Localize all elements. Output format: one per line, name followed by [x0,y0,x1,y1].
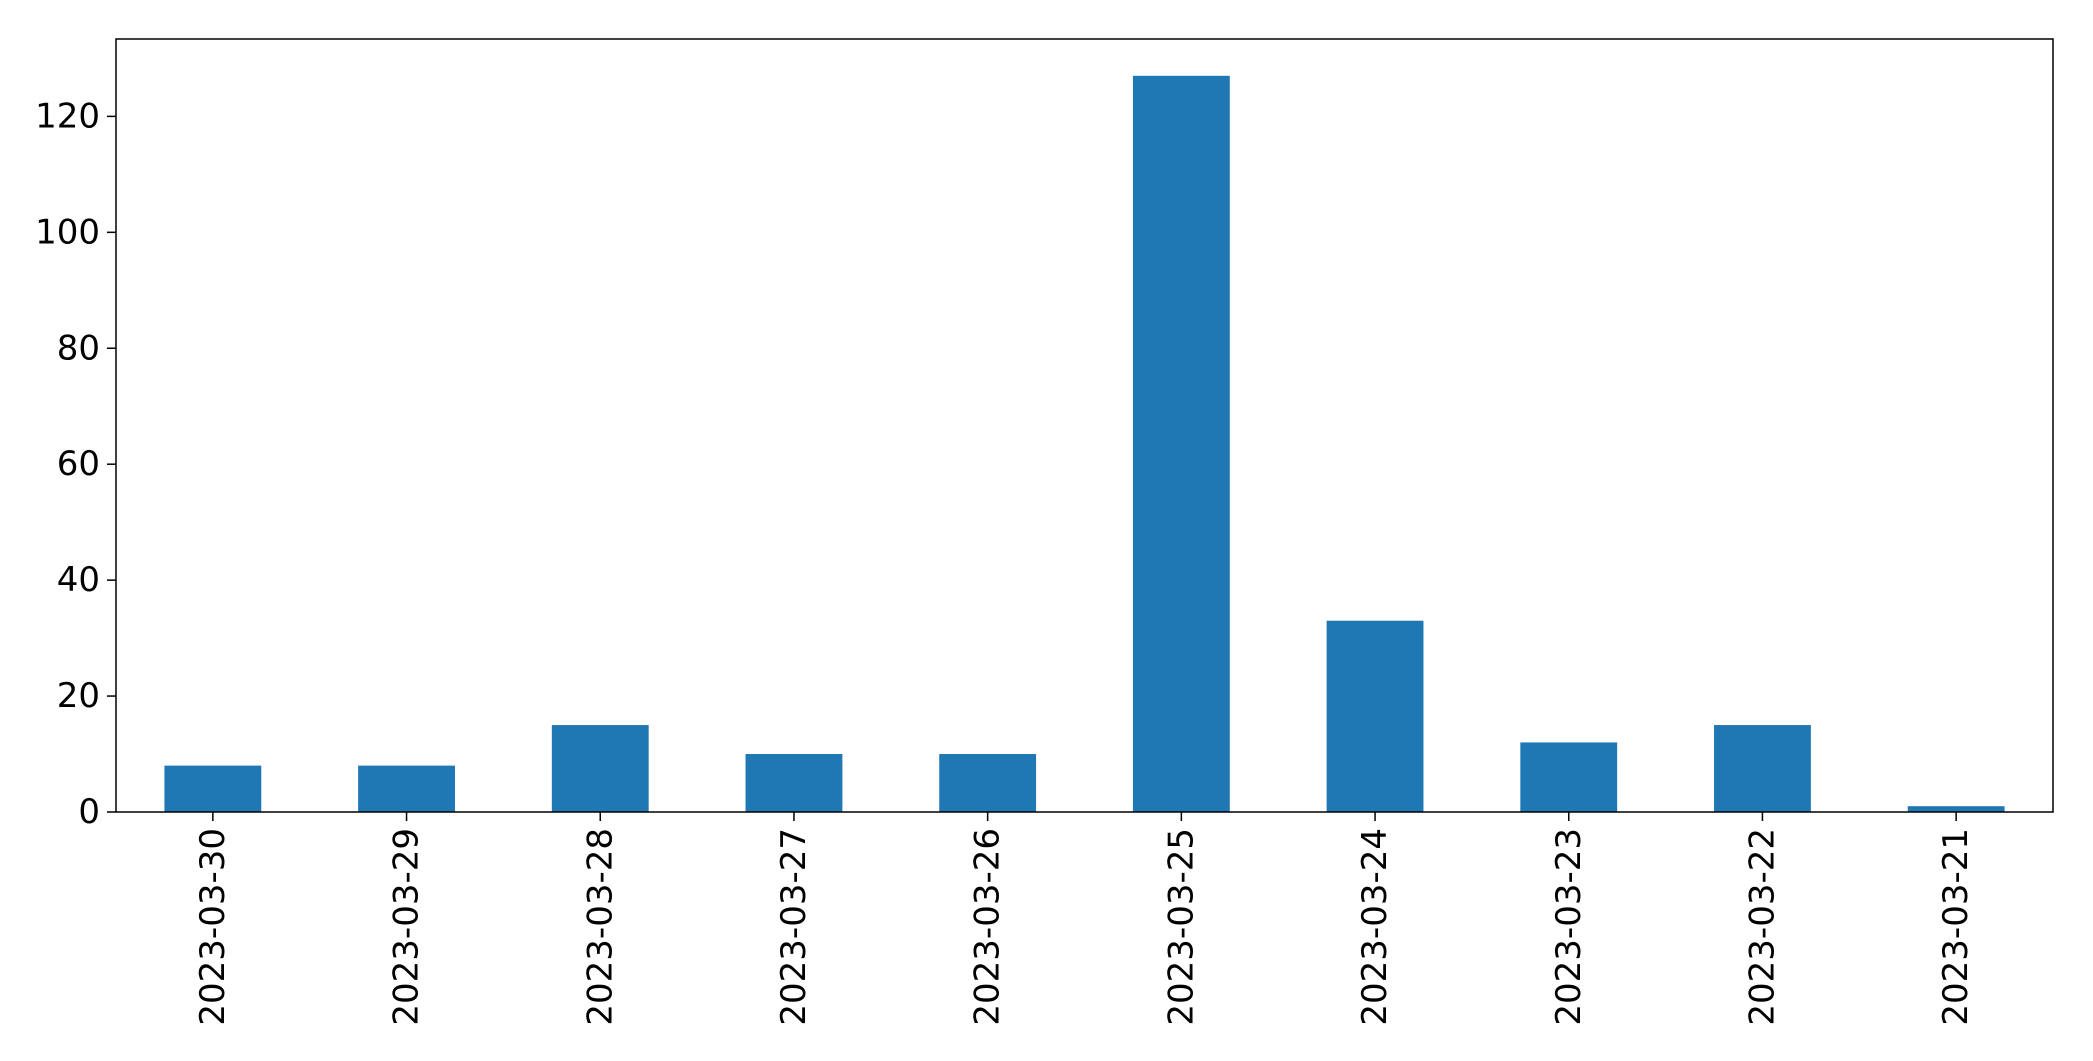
y-tick-label: 20 [57,676,100,716]
x-tick-label: 2023-03-26 [968,828,1008,1026]
bars-group [164,75,2005,813]
bar-2023-03-30 [164,765,262,812]
y-tick-label: 0 [78,792,100,832]
bar-2023-03-26 [939,754,1037,812]
bar-2023-03-21 [1907,806,2005,812]
x-tick-label: 2023-03-22 [1742,828,1782,1026]
bar-2023-03-27 [745,754,843,812]
x-tick-label: 2023-03-23 [1549,828,1589,1026]
bar-2023-03-24 [1326,620,1424,812]
x-tick-label: 2023-03-29 [387,828,427,1026]
x-tick-label: 2023-03-25 [1161,828,1201,1026]
bar-2023-03-23 [1520,742,1618,812]
y-tick-label: 80 [57,328,100,368]
x-tick-label: 2023-03-21 [1936,828,1976,1026]
y-tick-label: 120 [35,96,100,136]
bar-2023-03-25 [1132,75,1230,813]
x-tick-label: 2023-03-30 [193,828,233,1026]
bar-2023-03-22 [1714,725,1811,812]
plot-frame [115,38,2054,813]
y-axis: 0 20 40 60 80 100 120 [35,96,116,832]
x-tick-label: 2023-03-28 [580,828,620,1026]
y-tick-label: 100 [35,212,100,252]
bar-2023-03-29 [358,765,455,812]
y-tick-label: 40 [57,560,100,600]
x-tick-label: 2023-03-24 [1355,828,1395,1026]
x-tick-label: 2023-03-27 [774,828,814,1026]
x-axis: 2023-03-30 2023-03-29 2023-03-28 2023-03-27… [193,812,1976,1026]
y-tick-label: 60 [57,444,100,484]
bar-2023-03-28 [551,725,649,812]
